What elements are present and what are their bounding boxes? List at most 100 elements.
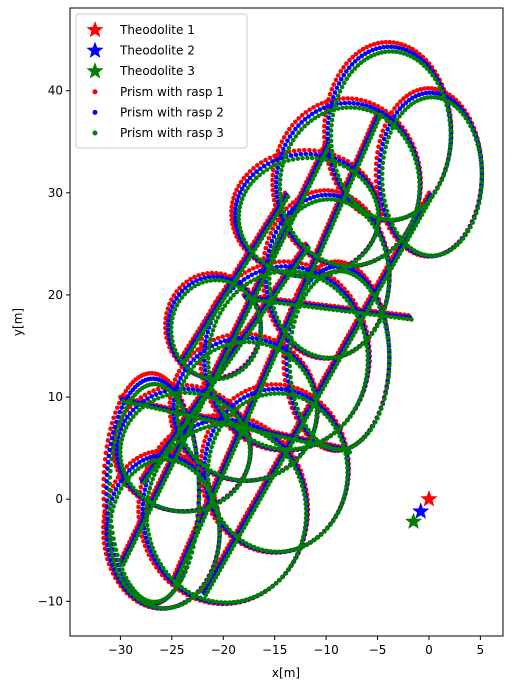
prism-point	[284, 218, 290, 224]
prism-point	[212, 392, 217, 397]
prism-point	[241, 237, 247, 242]
prism-point	[268, 243, 273, 249]
prism-point	[279, 139, 285, 144]
prism-point	[383, 131, 389, 137]
prism-point	[231, 195, 236, 201]
prism-point	[256, 341, 262, 346]
prism-point	[396, 45, 402, 51]
prism-point	[327, 260, 333, 266]
prism-point	[106, 432, 112, 437]
prism-point	[158, 562, 164, 567]
prism-point	[139, 534, 145, 539]
prism-point	[202, 425, 207, 431]
prism-point	[166, 572, 172, 578]
prism-point	[344, 61, 349, 66]
prism-point	[361, 57, 367, 63]
prism-point	[281, 210, 286, 215]
prism-point	[127, 468, 132, 473]
prism-point	[215, 335, 221, 341]
prism-point	[190, 467, 195, 473]
prism-point	[382, 123, 388, 129]
prism-point	[477, 195, 483, 201]
prism-point	[333, 189, 339, 194]
prism-point	[335, 73, 341, 78]
prism-point	[280, 468, 286, 473]
prism-point	[116, 572, 122, 578]
prism-point	[310, 387, 316, 392]
prism-point	[343, 200, 349, 205]
prism-point	[201, 506, 206, 512]
prism-point	[202, 456, 208, 461]
prism-point	[176, 380, 181, 385]
prism-point	[332, 163, 338, 169]
prism-point	[273, 184, 279, 190]
prism-point	[359, 53, 365, 59]
prism-point	[232, 191, 238, 197]
prism-point	[304, 398, 310, 404]
prism-point	[420, 91, 425, 97]
prism-point	[186, 465, 192, 470]
prism-point	[255, 477, 261, 483]
prism-point	[376, 256, 382, 261]
prism-point	[406, 44, 412, 50]
prism-point	[300, 392, 305, 397]
prism-point	[150, 604, 155, 609]
prism-point	[401, 51, 407, 56]
prism-point	[381, 44, 386, 50]
prism-point	[284, 465, 290, 471]
prism-point	[312, 426, 317, 432]
prism-point	[332, 197, 338, 203]
prism-point	[342, 100, 348, 106]
prism-point	[183, 285, 188, 291]
prism-point	[356, 255, 362, 261]
prism-point	[144, 504, 150, 509]
prism-point	[448, 138, 453, 144]
prism-point	[231, 292, 236, 298]
prism-point	[225, 375, 230, 380]
prism-point	[276, 446, 281, 452]
prism-point	[120, 433, 126, 438]
prism-point	[296, 238, 301, 243]
prism-point	[416, 198, 421, 204]
prism-point	[354, 402, 360, 408]
prism-point	[388, 130, 393, 135]
prism-point	[395, 102, 400, 108]
prism-point	[142, 530, 148, 536]
prism-point	[296, 123, 301, 128]
prism-point	[303, 511, 309, 516]
prism-point	[263, 245, 269, 251]
prism-point	[151, 388, 156, 394]
prism-point	[309, 155, 315, 161]
prism-point	[285, 138, 290, 143]
prism-point	[368, 53, 374, 59]
prism-point	[227, 600, 232, 605]
prism-point	[303, 371, 308, 376]
prism-point	[254, 169, 259, 174]
prism-point	[163, 569, 169, 575]
prism-point	[359, 102, 365, 107]
prism-point	[278, 221, 283, 226]
prism-point	[264, 342, 270, 348]
prism-point	[123, 388, 129, 394]
prism-point	[286, 158, 291, 163]
prism-point	[301, 487, 306, 493]
prism-point	[137, 407, 142, 413]
prism-point	[288, 463, 293, 468]
prism-point	[177, 391, 182, 397]
prism-point	[146, 544, 152, 550]
prism-point	[184, 382, 190, 388]
prism-point	[302, 123, 307, 129]
prism-point	[144, 456, 150, 461]
prism-point	[347, 201, 353, 207]
prism-point	[255, 345, 261, 351]
prism-point	[367, 334, 372, 340]
prism-point	[266, 235, 272, 241]
prism-point	[176, 355, 182, 361]
prism-point	[107, 534, 113, 539]
prism-point	[364, 214, 369, 219]
prism-point	[347, 350, 353, 356]
prism-point	[370, 238, 375, 244]
prism-point	[267, 281, 272, 286]
prism-point	[337, 161, 343, 167]
prism-point	[277, 182, 283, 187]
